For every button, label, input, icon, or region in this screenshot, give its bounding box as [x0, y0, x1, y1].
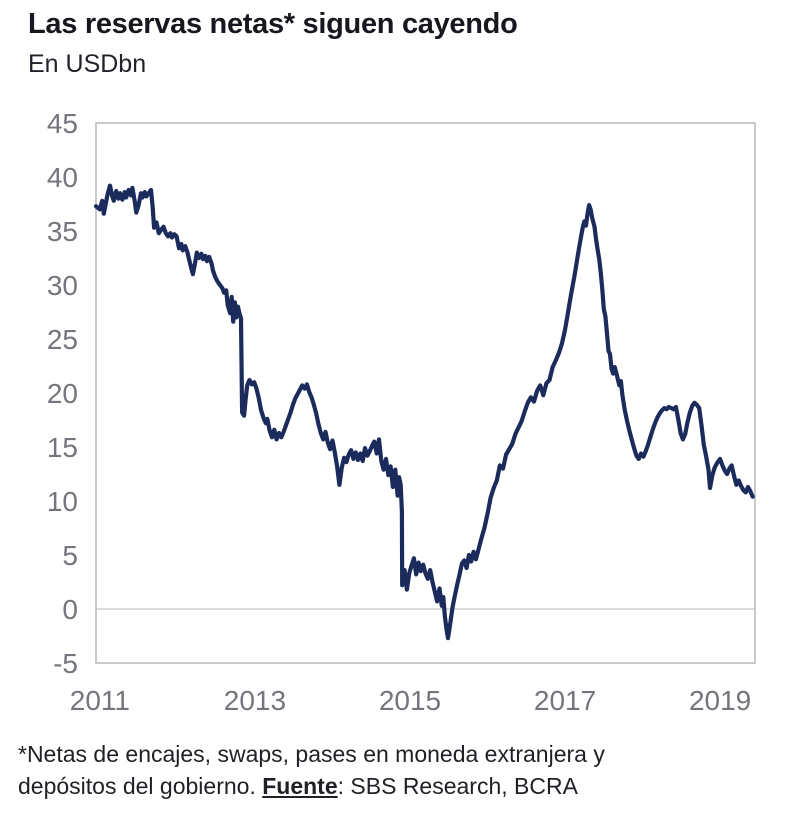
y-axis-tick-label: 45 — [47, 108, 78, 139]
x-axis-tick-label: 2013 — [224, 685, 286, 716]
footnote-line2-after: : SBS Research, BCRA — [337, 773, 578, 799]
y-axis-tick-label: -5 — [53, 648, 78, 679]
source-label: Fuente — [262, 773, 338, 799]
y-axis-tick-label: 20 — [47, 378, 78, 409]
x-axis-tick-label: 2015 — [379, 685, 441, 716]
y-axis-tick-label: 15 — [47, 432, 78, 463]
y-axis-tick-label: 10 — [47, 486, 78, 517]
y-axis-tick-label: 35 — [47, 216, 78, 247]
x-axis-tick-label: 2019 — [689, 685, 751, 716]
y-axis-tick-label: 0 — [62, 594, 78, 625]
y-axis-tick-label: 40 — [47, 162, 78, 193]
chart-unit-subtitle: En USDbn — [28, 50, 147, 78]
net-reserves-line — [93, 183, 755, 641]
chart-footnote: *Netas de encajes, swaps, pases en moned… — [18, 738, 718, 802]
x-axis-tick-label: 2011 — [70, 685, 130, 716]
y-axis-tick-label: 30 — [47, 270, 78, 301]
y-axis-tick-label: 25 — [47, 324, 78, 355]
footnote-line1: *Netas de encajes, swaps, pases en moned… — [18, 741, 605, 767]
footnote-line2-before: depósitos del gobierno. — [18, 773, 263, 799]
plot-border — [95, 122, 756, 664]
y-axis-tick-label: 5 — [62, 540, 78, 571]
x-axis-tick-label: 2017 — [534, 685, 596, 716]
page-title: Las reservas netas* siguen cayendo — [28, 8, 518, 40]
